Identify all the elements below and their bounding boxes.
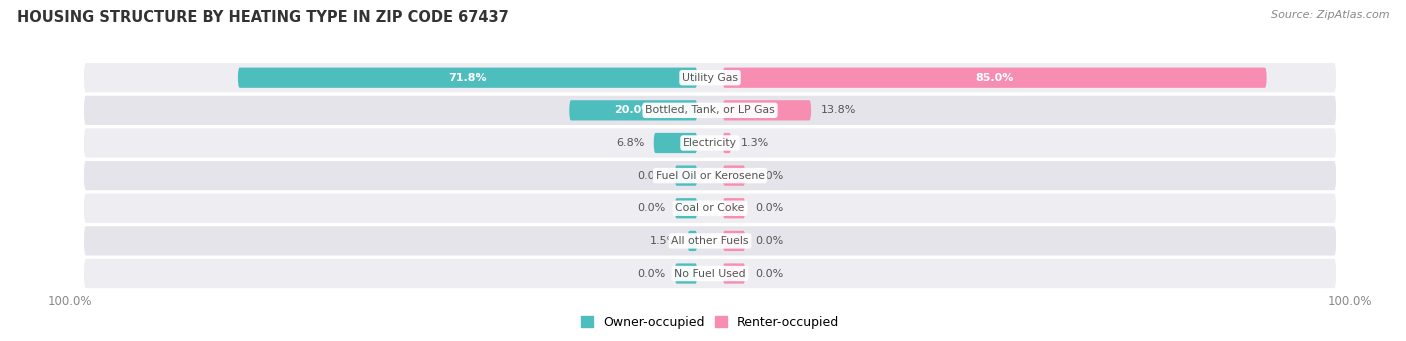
Text: 0.0%: 0.0% xyxy=(755,170,783,181)
FancyBboxPatch shape xyxy=(723,165,745,186)
Text: 0.0%: 0.0% xyxy=(755,236,783,246)
Text: No Fuel Used: No Fuel Used xyxy=(675,268,745,279)
Text: 85.0%: 85.0% xyxy=(976,73,1014,83)
FancyBboxPatch shape xyxy=(569,100,697,120)
FancyBboxPatch shape xyxy=(723,68,1267,88)
Text: HOUSING STRUCTURE BY HEATING TYPE IN ZIP CODE 67437: HOUSING STRUCTURE BY HEATING TYPE IN ZIP… xyxy=(17,10,509,25)
Text: Fuel Oil or Kerosene: Fuel Oil or Kerosene xyxy=(655,170,765,181)
Text: 6.8%: 6.8% xyxy=(616,138,644,148)
Text: 20.0%: 20.0% xyxy=(614,105,652,115)
Text: 0.0%: 0.0% xyxy=(637,268,665,279)
FancyBboxPatch shape xyxy=(83,127,1337,159)
FancyBboxPatch shape xyxy=(83,193,1337,224)
FancyBboxPatch shape xyxy=(675,198,697,218)
Text: 1.3%: 1.3% xyxy=(741,138,769,148)
FancyBboxPatch shape xyxy=(654,133,697,153)
Text: 71.8%: 71.8% xyxy=(449,73,486,83)
FancyBboxPatch shape xyxy=(723,100,811,120)
FancyBboxPatch shape xyxy=(723,263,745,284)
FancyBboxPatch shape xyxy=(83,95,1337,126)
Text: All other Fuels: All other Fuels xyxy=(671,236,749,246)
FancyBboxPatch shape xyxy=(675,165,697,186)
FancyBboxPatch shape xyxy=(723,133,731,153)
FancyBboxPatch shape xyxy=(688,231,697,251)
Text: 0.0%: 0.0% xyxy=(755,268,783,279)
FancyBboxPatch shape xyxy=(83,160,1337,191)
Text: 13.8%: 13.8% xyxy=(821,105,856,115)
FancyBboxPatch shape xyxy=(238,68,697,88)
Text: 1.5%: 1.5% xyxy=(650,236,678,246)
Text: Coal or Coke: Coal or Coke xyxy=(675,203,745,213)
Text: 0.0%: 0.0% xyxy=(755,203,783,213)
Text: Utility Gas: Utility Gas xyxy=(682,73,738,83)
Text: 0.0%: 0.0% xyxy=(637,170,665,181)
Legend: Owner-occupied, Renter-occupied: Owner-occupied, Renter-occupied xyxy=(575,311,845,334)
Text: Bottled, Tank, or LP Gas: Bottled, Tank, or LP Gas xyxy=(645,105,775,115)
FancyBboxPatch shape xyxy=(723,198,745,218)
FancyBboxPatch shape xyxy=(675,263,697,284)
Text: Source: ZipAtlas.com: Source: ZipAtlas.com xyxy=(1271,10,1389,20)
Text: 0.0%: 0.0% xyxy=(637,203,665,213)
FancyBboxPatch shape xyxy=(83,62,1337,93)
FancyBboxPatch shape xyxy=(83,225,1337,256)
Text: Electricity: Electricity xyxy=(683,138,737,148)
FancyBboxPatch shape xyxy=(723,231,745,251)
FancyBboxPatch shape xyxy=(83,258,1337,289)
